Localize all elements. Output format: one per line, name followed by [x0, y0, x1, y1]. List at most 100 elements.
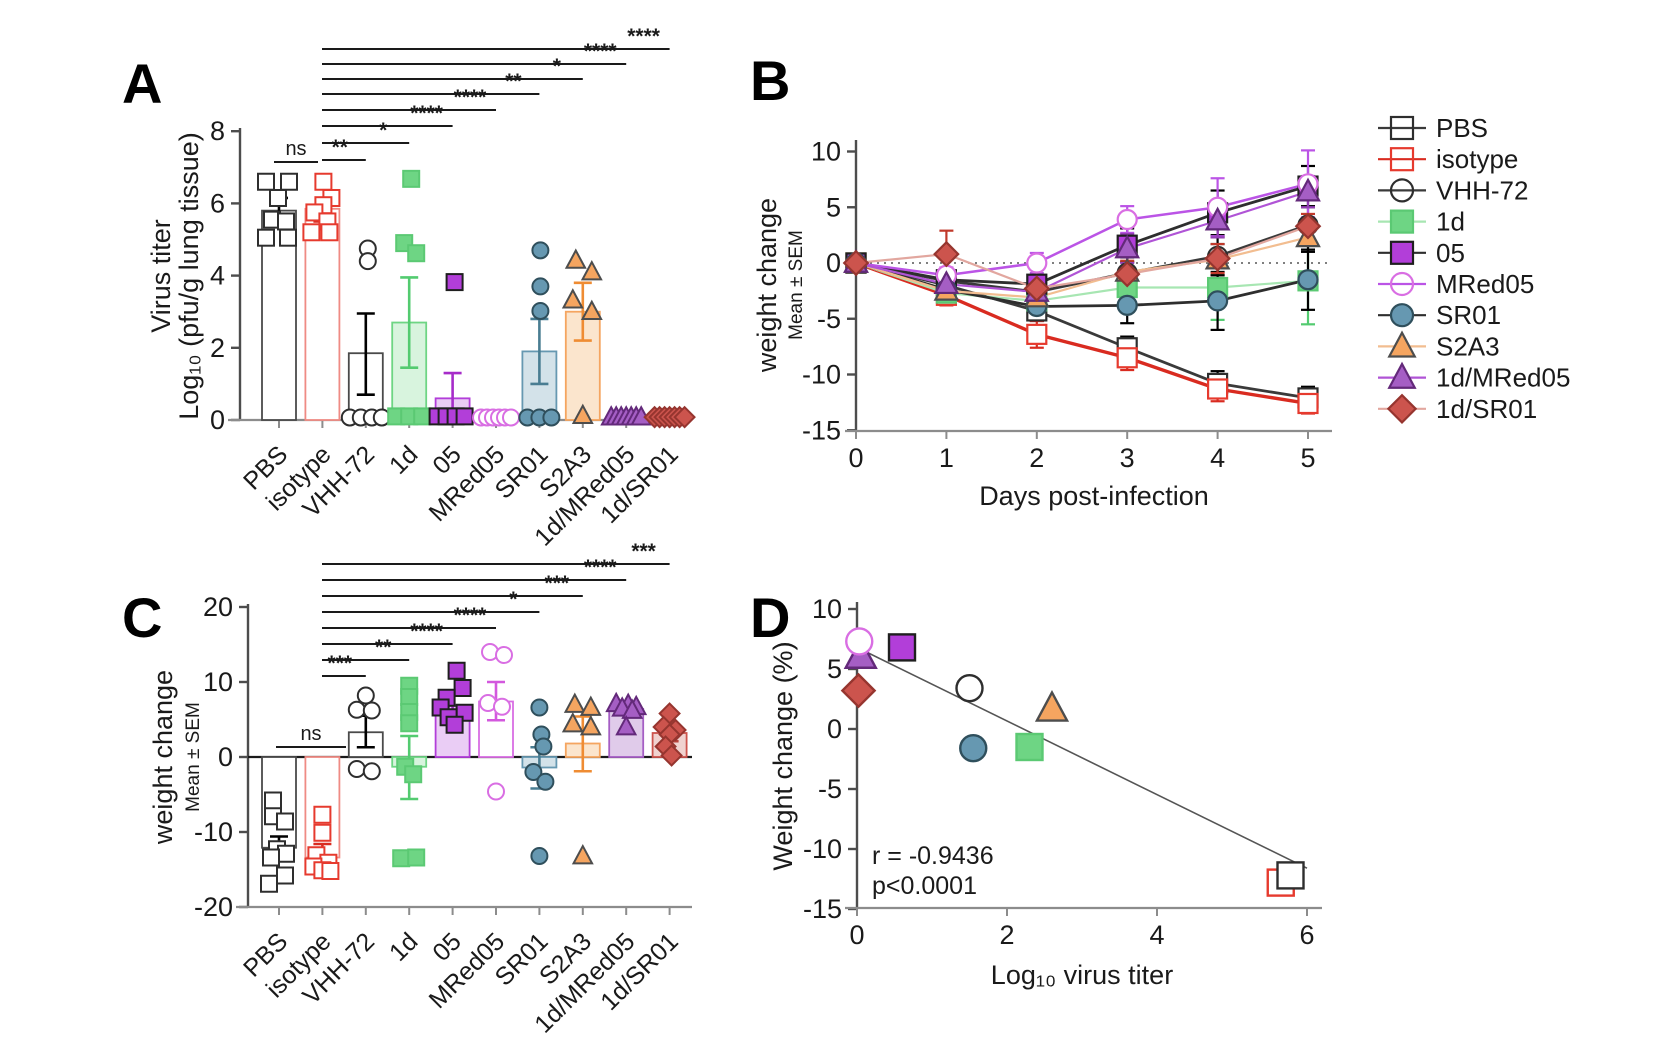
marker-isotype	[320, 223, 339, 242]
sig-label: **	[375, 636, 392, 659]
panel-d-letter: D	[750, 586, 790, 649]
series-line-1d/MRed05	[855, 190, 1309, 294]
marker-1d	[402, 169, 421, 188]
marker-05	[455, 407, 474, 426]
legend-item-1d/MRed05: 1d/MRed05	[1378, 361, 1570, 393]
marker-SR01	[959, 734, 988, 763]
marker-SR01	[534, 737, 553, 756]
legend-label: S2A3	[1436, 331, 1500, 361]
y-tick-label: -20	[194, 892, 233, 922]
y-tick-label: 0	[826, 248, 841, 278]
marker-1d/MRed05	[621, 698, 644, 719]
marker-S2A3	[580, 299, 603, 321]
marker-PBS	[276, 866, 294, 885]
y-axis-title-2: Log₁₀ (pfu/g lung tissue)	[174, 132, 204, 419]
marker-PBS	[1276, 861, 1305, 890]
marker-VHH-72	[358, 252, 377, 271]
marker-SR01	[530, 847, 549, 865]
category-label: 1d	[384, 440, 423, 479]
marker-1d/MRed05	[1204, 206, 1231, 231]
y-axis-title: Virus titer	[146, 219, 176, 333]
x-tick-label: 4	[1149, 920, 1164, 950]
marker-S2A3	[579, 695, 602, 716]
sig-label: ****	[454, 604, 488, 627]
x-axis-title: Days post-infection	[979, 481, 1209, 511]
y-tick-label: 0	[827, 714, 842, 744]
legend-item-S2A3: S2A3	[1378, 330, 1500, 361]
marker-isotype	[321, 862, 340, 880]
y-tick-label: 6	[210, 188, 225, 218]
marker-1d	[407, 848, 426, 867]
x-tick-label: 3	[1120, 443, 1135, 473]
marker-VHH-72	[362, 701, 381, 720]
marker-1d/SR01	[673, 405, 696, 429]
marker-1d/MRed05	[1387, 361, 1417, 389]
legend-item-SR01: SR01	[1378, 300, 1501, 330]
marker-1d	[400, 688, 419, 706]
marker-SR01	[1206, 290, 1229, 312]
marker-S2A3	[561, 288, 584, 309]
marker-isotype	[302, 223, 321, 242]
marker-PBS	[276, 812, 294, 831]
x-tick-label: 2	[999, 920, 1014, 950]
y-tick-label: -10	[802, 360, 841, 390]
sig-label: ***	[328, 652, 353, 675]
marker-S2A3	[561, 711, 584, 733]
marker-1d/SR01	[660, 744, 683, 767]
y-tick-label: 10	[812, 594, 842, 624]
marker-isotype	[313, 805, 332, 824]
marker-1d	[1389, 209, 1415, 234]
marker-S2A3	[1387, 330, 1417, 358]
sig-label: ****	[584, 40, 618, 63]
x-tick-label: 5	[1300, 443, 1315, 473]
chart-legend: PBSisotypeVHH-721d05MRed05SR01S2A31d/MRe…	[1378, 113, 1570, 424]
x-tick-label: 4	[1210, 443, 1225, 473]
marker-S2A3	[579, 714, 602, 736]
marker-1d/SR01	[1204, 245, 1231, 272]
sig-label: *	[509, 588, 518, 611]
category-label: 1d	[384, 927, 423, 966]
y-tick-label: -15	[803, 894, 842, 924]
y-tick-label: 2	[210, 333, 225, 363]
legend-label: MRed05	[1436, 269, 1534, 299]
marker-isotype	[1206, 378, 1229, 400]
legend-label: 1d/MRed05	[1436, 363, 1570, 393]
x-tick-label: 2	[1029, 443, 1044, 473]
marker-MRed05	[845, 627, 874, 656]
marker-1d/SR01	[1113, 260, 1141, 288]
legend-item-05: 05	[1378, 238, 1465, 268]
y-axis-title: weight change	[752, 198, 782, 373]
marker-S2A3	[580, 259, 603, 281]
marker-PBS	[277, 844, 295, 863]
marker-SR01	[531, 301, 550, 320]
marker-S2A3	[571, 403, 594, 425]
sig-label: ns	[285, 138, 306, 160]
series-line-S2A3	[855, 236, 1309, 299]
legend-item-1d: 1d	[1378, 207, 1465, 237]
marker-MRed05	[495, 646, 513, 664]
marker-isotype	[313, 823, 332, 842]
x-tick-label: 6	[1299, 920, 1314, 950]
sig-label: **	[332, 136, 349, 159]
sig-label: ***	[631, 540, 656, 563]
legend-item-PBS: PBS	[1378, 113, 1488, 143]
marker-SR01	[531, 241, 550, 260]
y-tick-label: 10	[203, 667, 233, 697]
series-line-05	[855, 184, 1309, 286]
marker-1d	[404, 765, 423, 784]
y-tick-label: 10	[811, 137, 841, 167]
sig-label: ****	[410, 620, 444, 643]
y-tick-label: 5	[827, 654, 842, 684]
y-axis-title-2: Mean ± SEM	[183, 702, 204, 812]
marker-isotype	[1116, 347, 1138, 369]
marker-SR01	[1297, 269, 1319, 291]
y-tick-label: -10	[803, 834, 842, 864]
marker-VHH-72	[1389, 178, 1415, 203]
series-line-isotype	[855, 261, 1309, 406]
marker-VHH-72	[347, 760, 366, 778]
marker-PBS	[1389, 115, 1415, 141]
sig-label: ****	[454, 86, 488, 109]
sig-label: ****	[584, 556, 618, 579]
marker-MRed05	[1389, 271, 1415, 297]
